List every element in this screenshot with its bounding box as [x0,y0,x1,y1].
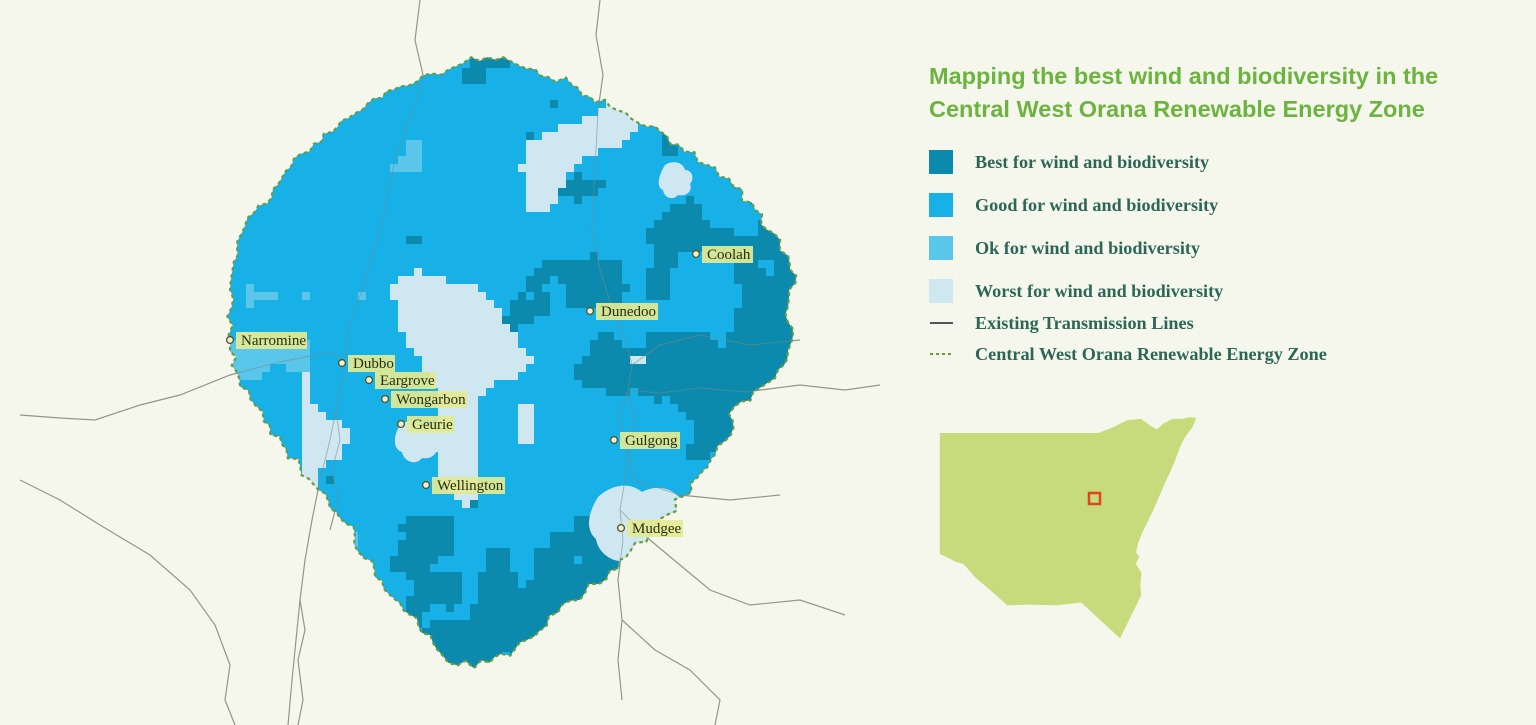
svg-text:Narromine: Narromine [241,333,306,349]
svg-text:Central West Orana Renewable E: Central West Orana Renewable Energy Zone [929,96,1425,122]
svg-text:Central West Orana Renewable E: Central West Orana Renewable Energy Zone [975,344,1327,364]
svg-text:Wellington: Wellington [437,478,504,494]
svg-text:Mudgee: Mudgee [632,521,681,537]
svg-text:Good for wind and biodiversity: Good for wind and biodiversity [975,195,1218,215]
svg-text:Dunedoo: Dunedoo [601,304,656,320]
svg-text:Existing Transmission Lines: Existing Transmission Lines [975,313,1194,333]
svg-text:Dubbo: Dubbo [353,356,394,372]
svg-text:Mapping the best wind and biod: Mapping the best wind and biodiversity i… [929,63,1438,89]
svg-text:Worst for wind and biodiversit: Worst for wind and biodiversity [975,281,1223,301]
svg-text:Gulgong: Gulgong [625,433,678,449]
svg-text:Geurie: Geurie [412,417,453,433]
svg-text:Eargrove: Eargrove [380,373,435,389]
svg-text:Ok for wind and biodiversity: Ok for wind and biodiversity [975,238,1200,258]
svg-text:Best for wind and biodiversity: Best for wind and biodiversity [975,152,1209,172]
svg-text:Wongarbon: Wongarbon [396,392,466,408]
svg-text:Coolah: Coolah [707,247,751,263]
